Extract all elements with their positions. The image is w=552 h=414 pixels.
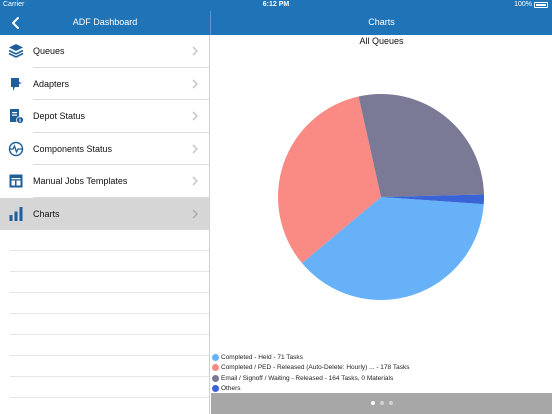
pie-chart[interactable] — [211, 35, 552, 345]
sidebar-item-label: Manual Jobs Templates — [33, 176, 128, 187]
pie-slice-0[interactable] — [302, 197, 484, 300]
pie-slice-3[interactable] — [381, 194, 485, 205]
chart-panel: All Queues Completed - Held - 71 Tasks Co… — [211, 35, 552, 414]
battery-icon — [534, 1, 548, 8]
sidebar-item-queues[interactable]: Queues — [0, 35, 209, 68]
legend-swatch — [212, 353, 219, 361]
empty-row — [0, 251, 209, 272]
detail-title: Charts — [368, 17, 395, 27]
carrier-label: Carrier — [3, 1, 25, 8]
sidebar-item-depot-status[interactable]: Depot Status — [0, 100, 209, 133]
page-indicator[interactable] — [211, 401, 552, 405]
empty-row — [0, 377, 209, 398]
chart-title: All Queues — [359, 36, 404, 46]
empty-row — [0, 230, 209, 251]
legend-swatch — [212, 385, 219, 393]
sidebar-item-label: Components Status — [33, 143, 113, 154]
legend-label: Email / Signoff / Waiting - Released - 1… — [221, 374, 394, 382]
plug-icon — [7, 75, 25, 93]
legend-label: Completed - Held - 71 Tasks — [221, 353, 303, 361]
legend-swatch — [212, 374, 219, 382]
layers-icon — [7, 42, 25, 60]
status-bar: Carrier 6:12 PM 100% — [0, 0, 552, 11]
empty-row — [0, 293, 209, 314]
sidebar-item-label: Charts — [33, 208, 60, 219]
sidebar-item-label: Depot Status — [33, 111, 86, 122]
chevron-left-icon[interactable] — [8, 15, 24, 31]
sidebar: Queues Adapters Depot Status — [0, 35, 210, 414]
legend-item: Completed - Held - 71 Tasks — [211, 352, 409, 363]
master-nav-bar: ADF Dashboard — [0, 11, 210, 35]
empty-row — [0, 335, 209, 356]
sidebar-item-adapters[interactable]: Adapters — [0, 68, 209, 101]
legend-item: Email / Signoff / Waiting - Released - 1… — [211, 373, 409, 384]
chevron-right-icon — [192, 209, 198, 219]
empty-row — [0, 356, 209, 377]
legend-label: Others — [221, 385, 241, 393]
page-dot[interactable] — [370, 401, 375, 405]
legend-item: Completed / PED - Released (Auto-Delete:… — [211, 363, 409, 374]
legend-swatch — [212, 364, 219, 372]
template-icon — [7, 172, 25, 190]
detail-nav-bar: Charts — [211, 11, 552, 35]
sidebar-item-label: Adapters — [33, 78, 70, 89]
sidebar-item-components-status[interactable]: Components Status — [0, 133, 209, 166]
master-title: ADF Dashboard — [72, 17, 138, 27]
document-info-icon — [7, 107, 25, 125]
chart-legend: Completed - Held - 71 Tasks Completed / P… — [211, 352, 409, 394]
bar-chart-icon — [7, 205, 25, 223]
legend-item: Others — [211, 384, 409, 395]
sidebar-item-label: Queues — [33, 46, 65, 57]
clock: 6:12 PM — [262, 1, 290, 8]
pulse-icon — [7, 140, 25, 158]
chevron-right-icon — [192, 111, 198, 121]
chevron-right-icon — [192, 144, 198, 154]
pie-slice-1[interactable] — [277, 96, 381, 264]
battery-percent: 100% — [514, 1, 532, 8]
chevron-right-icon — [192, 46, 198, 56]
chevron-right-icon — [192, 176, 198, 186]
page-control-bar — [211, 393, 552, 414]
legend-label: Completed / PED - Released (Auto-Delete:… — [221, 364, 410, 372]
page-dot[interactable] — [388, 401, 393, 405]
empty-row — [0, 272, 209, 293]
chevron-right-icon — [192, 79, 198, 89]
empty-row — [0, 314, 209, 335]
nav-divider — [210, 11, 211, 35]
pie-slice-2[interactable] — [358, 93, 484, 197]
battery-indicator: 100% — [514, 1, 548, 8]
sidebar-item-manual-jobs-templates[interactable]: Manual Jobs Templates — [0, 165, 209, 198]
page-dot[interactable] — [379, 401, 384, 405]
sidebar-item-charts[interactable]: Charts — [0, 197, 209, 230]
